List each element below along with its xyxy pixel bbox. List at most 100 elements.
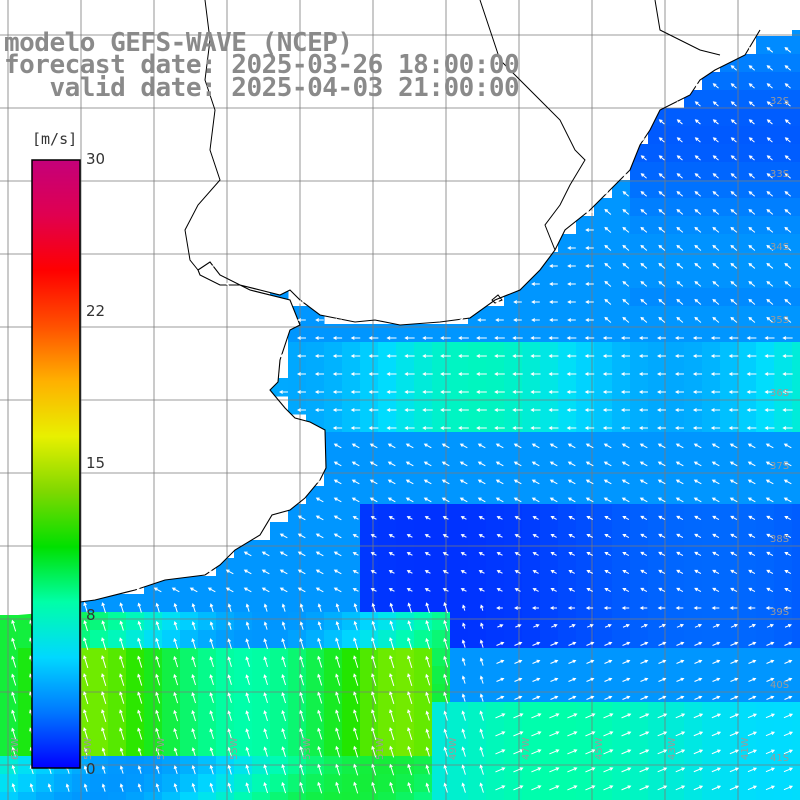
wind-arrow xyxy=(281,655,287,668)
wind-arrow xyxy=(676,695,685,700)
wind-arrow xyxy=(604,515,612,520)
wind-cell xyxy=(432,612,451,631)
wind-arrow xyxy=(533,624,540,628)
wind-arrow xyxy=(387,443,396,449)
wind-arrow xyxy=(567,731,578,737)
wind-arrow xyxy=(730,551,738,557)
wind-arrow xyxy=(225,587,234,593)
wind-arrow xyxy=(766,623,774,628)
wind-cell xyxy=(324,396,343,415)
wind-arrow xyxy=(495,767,506,773)
latitude-label: 39S xyxy=(770,607,789,618)
wind-cell xyxy=(306,522,325,541)
wind-cell xyxy=(702,594,721,613)
wind-arrow xyxy=(513,497,522,503)
wind-arrow xyxy=(748,191,756,197)
wind-arrow xyxy=(622,173,629,179)
colorbar-tick: 30 xyxy=(86,150,106,168)
wind-cell xyxy=(558,594,577,613)
wind-arrow xyxy=(424,516,431,520)
wind-cell xyxy=(270,684,289,703)
wind-arrow xyxy=(712,191,720,197)
wind-arrow xyxy=(227,603,232,612)
wind-cell xyxy=(630,666,649,685)
longitude-label: 53W xyxy=(302,737,313,760)
wind-cell xyxy=(792,234,800,253)
wind-arrow xyxy=(692,354,703,358)
wind-arrow xyxy=(766,695,775,700)
wind-cell xyxy=(468,504,487,523)
wind-cell xyxy=(684,360,703,379)
wind-arrow xyxy=(748,515,756,521)
wind-cell xyxy=(684,558,703,577)
wind-cell xyxy=(162,594,181,613)
wind-arrow xyxy=(443,710,448,721)
wind-arrow xyxy=(585,264,594,268)
wind-cell xyxy=(702,414,721,433)
wind-arrow xyxy=(245,674,250,685)
wind-cell xyxy=(324,558,343,577)
wind-arrow xyxy=(639,767,650,773)
wind-arrow xyxy=(532,677,541,682)
wind-arrow xyxy=(386,354,397,358)
wind-cell xyxy=(666,576,685,595)
wind-cell xyxy=(396,720,415,739)
wind-cell xyxy=(378,792,397,800)
wind-arrow xyxy=(495,497,504,503)
wind-arrow xyxy=(549,767,560,773)
wind-cell xyxy=(450,378,469,397)
wind-arrow xyxy=(333,318,342,322)
wind-arrow xyxy=(332,390,343,394)
wind-cell xyxy=(396,558,415,577)
wind-arrow xyxy=(586,641,595,646)
wind-cell xyxy=(468,486,487,505)
wind-arrow xyxy=(335,709,341,722)
wind-arrow xyxy=(710,354,721,358)
wind-arrow xyxy=(494,426,505,430)
wind-cell xyxy=(288,720,307,739)
wind-cell xyxy=(648,558,667,577)
wind-arrow xyxy=(496,516,503,520)
wind-arrow xyxy=(209,782,214,793)
wind-cell xyxy=(486,702,505,721)
wind-cell xyxy=(630,792,649,800)
wind-arrow xyxy=(657,372,666,376)
wind-cell xyxy=(414,450,433,469)
wind-cell xyxy=(252,594,271,613)
wind-cell xyxy=(270,576,289,595)
wind-cell xyxy=(504,306,523,325)
wind-arrow xyxy=(784,65,791,71)
wind-arrow xyxy=(730,515,738,521)
wind-arrow xyxy=(728,336,739,340)
wind-cell xyxy=(540,396,559,415)
wind-arrow xyxy=(584,426,595,430)
wind-cell xyxy=(180,666,199,685)
wind-cell xyxy=(306,720,325,739)
wind-arrow xyxy=(676,262,684,269)
wind-arrow xyxy=(657,767,668,773)
wind-arrow xyxy=(227,746,232,757)
wind-cell xyxy=(468,702,487,721)
wind-arrow xyxy=(460,516,467,520)
wind-arrow xyxy=(674,390,684,394)
wind-cell xyxy=(594,576,613,595)
wind-arrow xyxy=(675,479,684,485)
wind-arrow xyxy=(335,603,340,613)
wind-arrow xyxy=(11,655,17,668)
wind-arrow xyxy=(389,673,395,687)
wind-arrow xyxy=(748,47,756,53)
wind-arrow xyxy=(83,673,89,687)
wind-arrow xyxy=(83,637,89,651)
wind-arrow xyxy=(710,336,721,340)
wind-cell xyxy=(684,504,703,523)
wind-arrow xyxy=(440,354,451,358)
wind-cell xyxy=(756,792,775,800)
wind-cell xyxy=(648,792,667,800)
wind-cell xyxy=(774,774,793,793)
wind-arrow xyxy=(514,606,521,610)
wind-arrow xyxy=(748,155,755,161)
wind-arrow xyxy=(622,191,630,197)
wind-cell xyxy=(324,648,343,667)
wind-arrow xyxy=(532,534,539,538)
wind-arrow xyxy=(657,408,666,412)
